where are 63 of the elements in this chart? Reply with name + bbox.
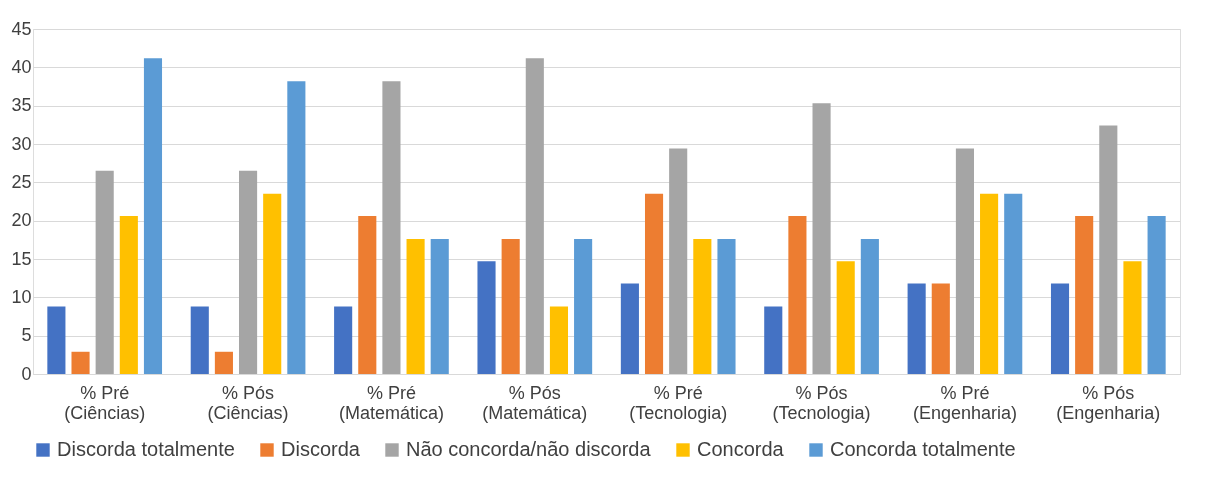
y-tick-label: 0: [21, 363, 32, 384]
bar: [1050, 283, 1070, 374]
bar: [477, 261, 496, 374]
bar: [334, 306, 353, 374]
y-tick-label: 40: [11, 56, 32, 77]
bar: [1099, 125, 1118, 374]
bar: [764, 306, 783, 374]
x-tick-label: % Pós (Ciências): [207, 382, 289, 423]
bar: [1075, 216, 1094, 374]
bar: [214, 351, 233, 374]
bar: [812, 103, 831, 374]
bar: [358, 216, 377, 374]
bar: [620, 283, 639, 374]
x-tick-label: % Pré (Matemática): [338, 382, 444, 423]
bar: [980, 193, 999, 374]
bar: [239, 170, 258, 374]
bar: [644, 193, 664, 374]
bar: [119, 216, 138, 374]
y-tick-label: 45: [11, 18, 32, 39]
bar: [788, 216, 807, 374]
bar: [382, 81, 401, 374]
bar: [287, 81, 306, 374]
bar: [717, 239, 736, 374]
bar: [143, 58, 163, 374]
x-tick-label: % Pós (Tecnologia): [772, 382, 871, 423]
bar: [47, 306, 66, 374]
bar: [525, 58, 544, 374]
y-tick-label: 25: [11, 171, 32, 192]
y-tick-label: 5: [21, 325, 32, 346]
bar: [190, 306, 209, 374]
y-tick-label: 15: [11, 248, 32, 269]
legend-label: Concorda totalmente: [830, 438, 1016, 460]
bar: [501, 239, 520, 374]
bar: [263, 193, 282, 374]
legend-label: Discorda: [281, 438, 361, 460]
bar: [406, 239, 425, 374]
bar: [669, 148, 688, 374]
y-tick-label: 20: [11, 210, 32, 231]
legend-label: Não concorda/não discorda: [406, 438, 652, 460]
bar: [1004, 193, 1023, 374]
bar: [549, 306, 569, 374]
y-tick-label: 35: [11, 95, 32, 116]
bar: [836, 261, 855, 374]
x-tick-label: % Pré (Engenharia): [912, 382, 1017, 423]
bar: [71, 351, 90, 374]
bar: [860, 239, 879, 374]
bar: [907, 283, 926, 374]
bar: [693, 239, 712, 374]
bar: [955, 148, 974, 374]
legend-label: Concorda: [697, 438, 785, 460]
bar: [1123, 261, 1142, 374]
legend-label: Discorda totalmente: [57, 438, 235, 460]
bar: [1147, 216, 1166, 374]
y-tick-label: 10: [11, 286, 32, 307]
x-tick-label: % Pré (Tecnologia): [629, 382, 728, 423]
y-tick-label: 30: [11, 133, 32, 154]
x-tick-label: % Pós (Matemática): [482, 382, 588, 423]
bar: [430, 239, 449, 374]
bar: [95, 170, 114, 374]
bar: [931, 283, 950, 374]
bar: [574, 239, 593, 374]
x-tick-label: % Pós (Engenharia): [1056, 382, 1161, 423]
x-tick-label: % Pré (Ciências): [64, 382, 146, 423]
